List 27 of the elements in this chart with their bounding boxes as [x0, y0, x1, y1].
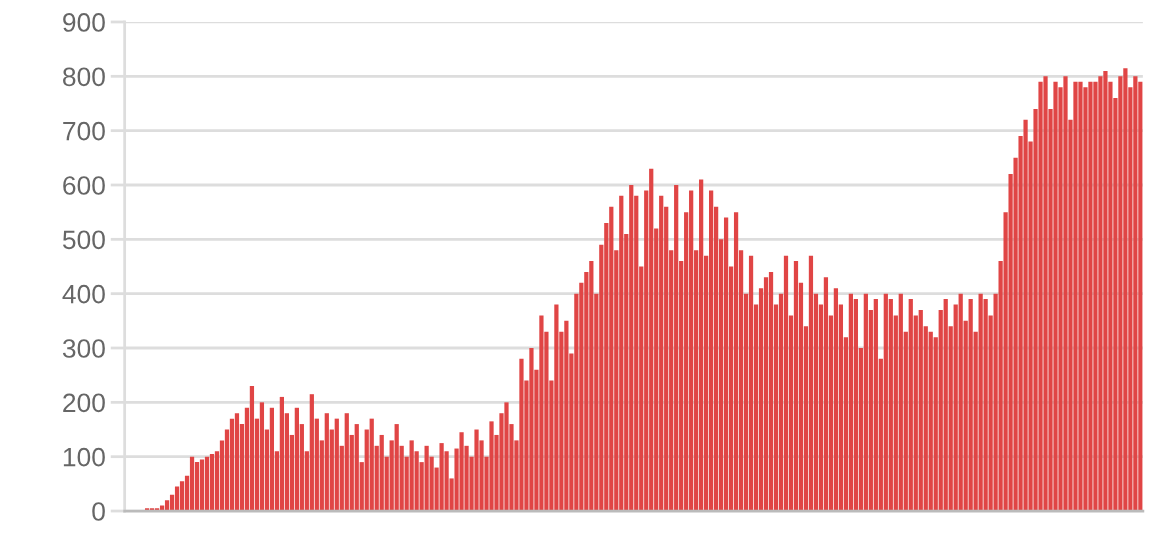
bar [833, 288, 839, 512]
bar [199, 459, 205, 512]
bar [733, 212, 739, 512]
bar [823, 277, 829, 512]
y-tick-label: 700 [63, 121, 105, 141]
bar [259, 402, 265, 512]
bar [723, 217, 729, 512]
y-tick-label: 100 [63, 447, 105, 467]
bar [249, 386, 255, 512]
y-tick-label: 200 [63, 393, 105, 413]
y-tick-label: 300 [62, 339, 105, 358]
y-tick-label: 0 [92, 502, 105, 521]
bar [768, 271, 774, 512]
bar [204, 456, 210, 512]
y-tick-label: 400 [62, 284, 105, 304]
bar [783, 255, 789, 512]
bar [808, 255, 814, 512]
bar [189, 456, 195, 512]
y-tick-label: 800 [63, 67, 105, 87]
bar [793, 261, 799, 512]
y-tick-label: 600 [63, 176, 105, 195]
y-tick-label: 500 [62, 230, 105, 250]
y-tick-label: 900 [63, 13, 105, 32]
bar [209, 453, 215, 512]
bar [234, 413, 240, 512]
bar [748, 255, 754, 512]
bar [269, 407, 275, 512]
